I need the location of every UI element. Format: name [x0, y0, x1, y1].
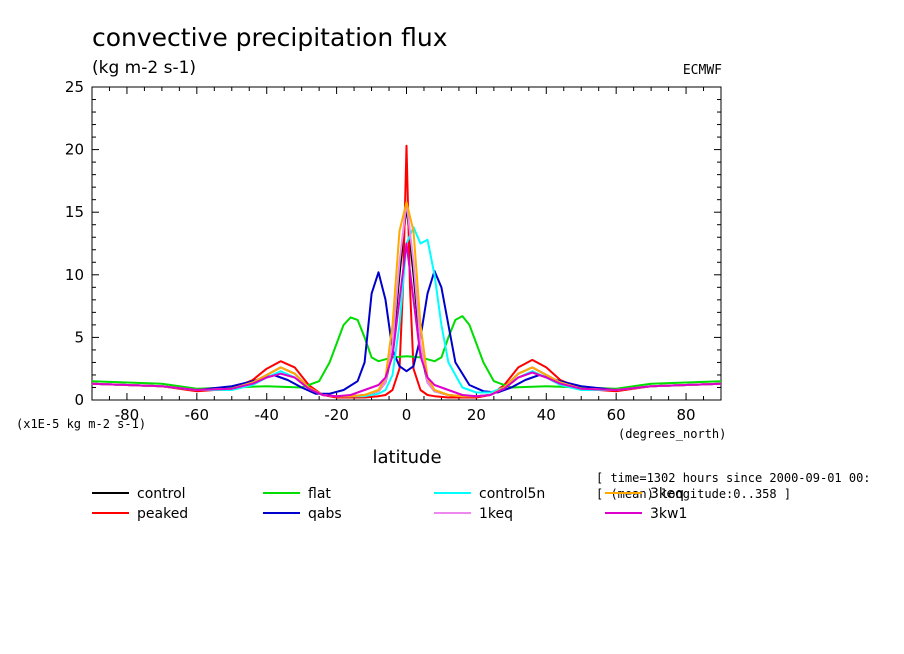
info-line-time: [ time=1302 hours since 2000-09-01 00: — [596, 471, 871, 485]
x-tick-label: 20 — [467, 406, 486, 424]
legend-label-control: control — [137, 486, 186, 502]
y-tick-label: 20 — [65, 141, 84, 159]
x-tick-label: -60 — [185, 406, 210, 424]
series-line-1keq — [91, 201, 722, 398]
info-line-longitude: [ (mean) longitude:0..358 ] — [596, 487, 791, 501]
x-tick-label: 80 — [677, 406, 696, 424]
x-tick-label: -40 — [254, 406, 279, 424]
y-tick-label: 0 — [74, 391, 84, 409]
y-scale-note: (x1E-5 kg m-2 s-1) — [16, 417, 146, 431]
y-tick-label: 10 — [65, 266, 84, 284]
x-tick-label: -80 — [115, 406, 140, 424]
y-tick-label: 5 — [74, 328, 84, 346]
legend-label-3kw1: 3kw1 — [650, 506, 687, 522]
chart-title: convective precipitation flux — [92, 23, 448, 52]
legend-label-peaked: peaked — [137, 506, 188, 522]
series-line-qabs — [91, 270, 722, 395]
legend-label-flat: flat — [308, 486, 331, 502]
y-tick-label: 25 — [65, 78, 84, 96]
series-line-control — [91, 204, 722, 398]
x-units-label: (degrees_north) — [618, 427, 726, 441]
x-tick-label: -20 — [324, 406, 349, 424]
x-tick-label: 60 — [607, 406, 626, 424]
series-line-flat — [91, 315, 722, 390]
y-axis: 0 5 10 15 20 25 — [65, 78, 721, 409]
y-tick-label: 15 — [65, 203, 84, 221]
source-label: ECMWF — [683, 63, 722, 78]
legend-label-3keq: 3keq — [650, 486, 684, 502]
legend-label-qabs: qabs — [308, 506, 342, 522]
x-axis-label: latitude — [372, 447, 441, 468]
series-line-peaked — [91, 144, 722, 399]
x-tick-label: 0 — [402, 406, 412, 424]
legend: control flat control5n 3keq peaked qabs 1keq 3k… — [92, 486, 687, 522]
legend-label-control5n: control5n — [479, 486, 545, 502]
x-tick-label: 40 — [537, 406, 556, 424]
legend-label-1keq: 1keq — [479, 506, 513, 522]
series-line-3kw1 — [91, 242, 722, 398]
x-axis: -80 -60 -40 -20 0 20 40 60 80 — [91, 87, 722, 424]
chart-subtitle: (kg m-2 s-1) — [92, 58, 196, 78]
series-lines — [91, 144, 722, 399]
series-line-3keq — [91, 201, 722, 398]
